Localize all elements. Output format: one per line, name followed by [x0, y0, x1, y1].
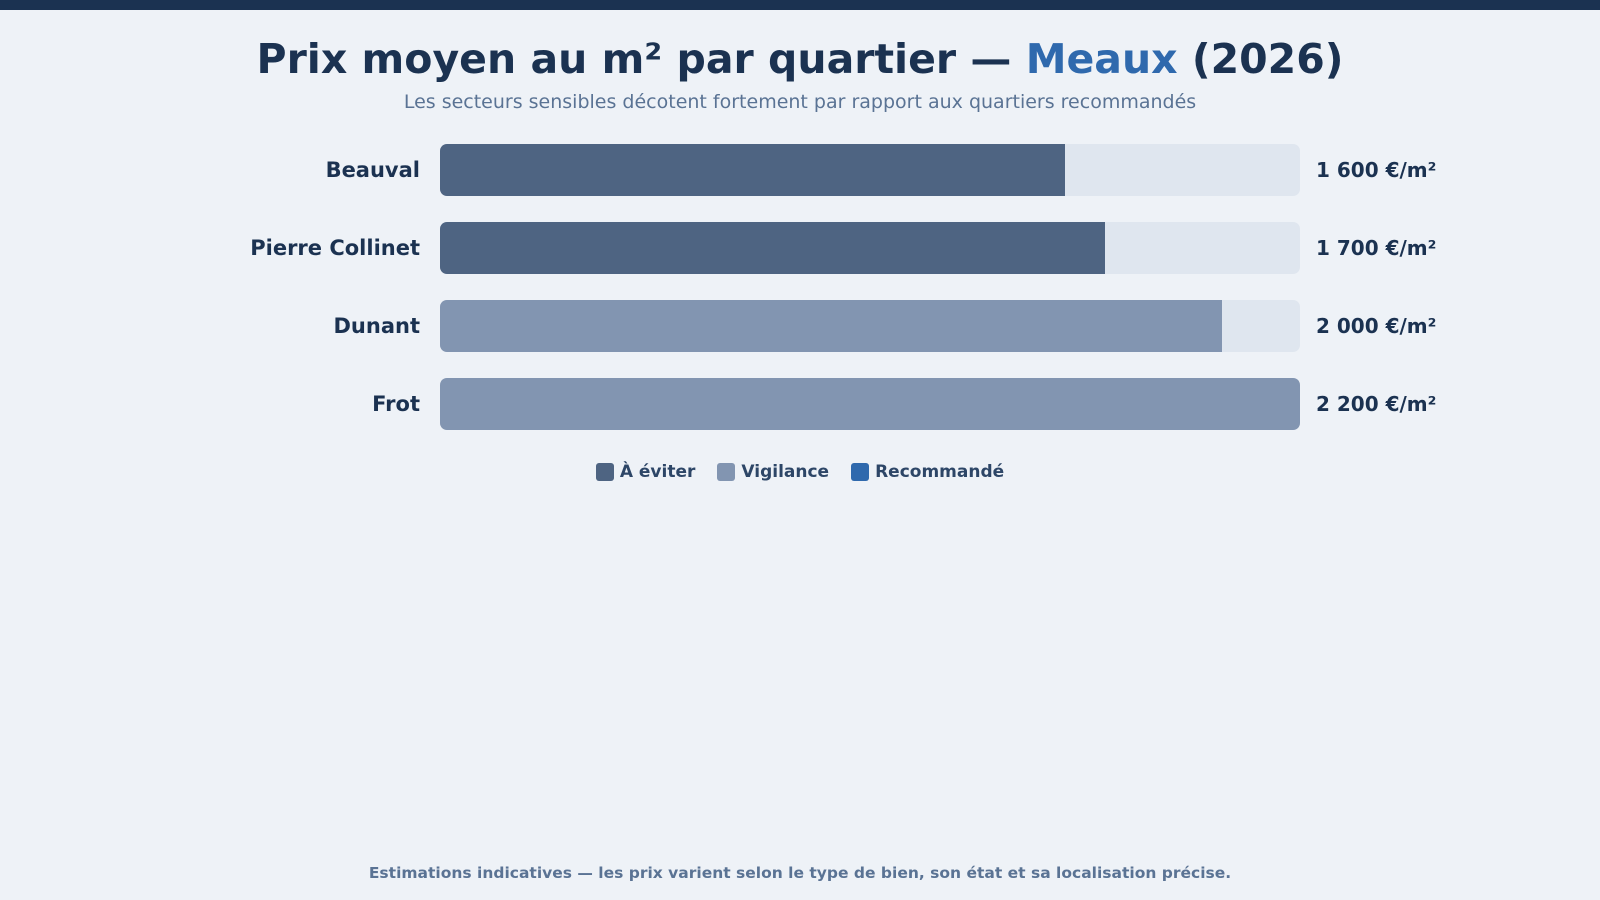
chart-title-prefix: Prix moyen au m² par quartier —: [256, 35, 1026, 83]
bar-category-label: Beauval: [325, 158, 420, 182]
bar: [440, 300, 1222, 352]
chart-title-suffix: (2026): [1177, 35, 1344, 83]
bar-row: Beauval 1 600 €/m²: [0, 144, 1600, 196]
chart-title-city: Meaux: [1025, 35, 1178, 83]
legend-label: À éviter: [619, 462, 696, 482]
chart-title: Prix moyen au m² par quartier — Meaux (2…: [0, 34, 1600, 84]
bar-row: Frot 2 200 €/m²: [0, 378, 1600, 430]
bar-value-label: 2 000 €/m²: [1316, 314, 1437, 338]
legend-label: Recommandé: [875, 462, 1005, 482]
legend-swatch: [717, 463, 736, 481]
bar: [440, 222, 1105, 274]
bar-track: [440, 222, 1300, 274]
bar: [440, 144, 1065, 196]
footnote: Estimations indicatives — les prix varie…: [368, 864, 1232, 882]
bar: [440, 378, 1300, 430]
bar-row: Dunant 2 000 €/m²: [0, 300, 1600, 352]
bar-value-label: 1 700 €/m²: [1316, 236, 1437, 260]
bar-category-label: Pierre Collinet: [250, 236, 420, 260]
bar-track: [440, 300, 1300, 352]
bar-category-label: Dunant: [333, 314, 421, 338]
top-accent-bar: [0, 0, 1600, 10]
legend-swatch: [595, 463, 614, 481]
bar-row: Pierre Collinet 1 700 €/m²: [0, 222, 1600, 274]
chart-subtitle: Les secteurs sensibles décotent fortemen…: [403, 91, 1197, 113]
legend-item-caution: Vigilance: [717, 462, 829, 482]
legend-label: Vigilance: [741, 462, 830, 482]
bar-track: [440, 378, 1300, 430]
chart-legend: À éviter Vigilance Recommandé: [0, 462, 1600, 482]
bar-track: [440, 144, 1300, 196]
bar-value-label: 2 200 €/m²: [1316, 392, 1437, 416]
legend-swatch: [851, 463, 870, 481]
legend-item-recommended: Recommandé: [851, 462, 1004, 482]
bar-category-label: Frot: [372, 392, 420, 416]
legend-item-avoid: À éviter: [595, 462, 696, 482]
bar-value-label: 1 600 €/m²: [1316, 158, 1437, 182]
